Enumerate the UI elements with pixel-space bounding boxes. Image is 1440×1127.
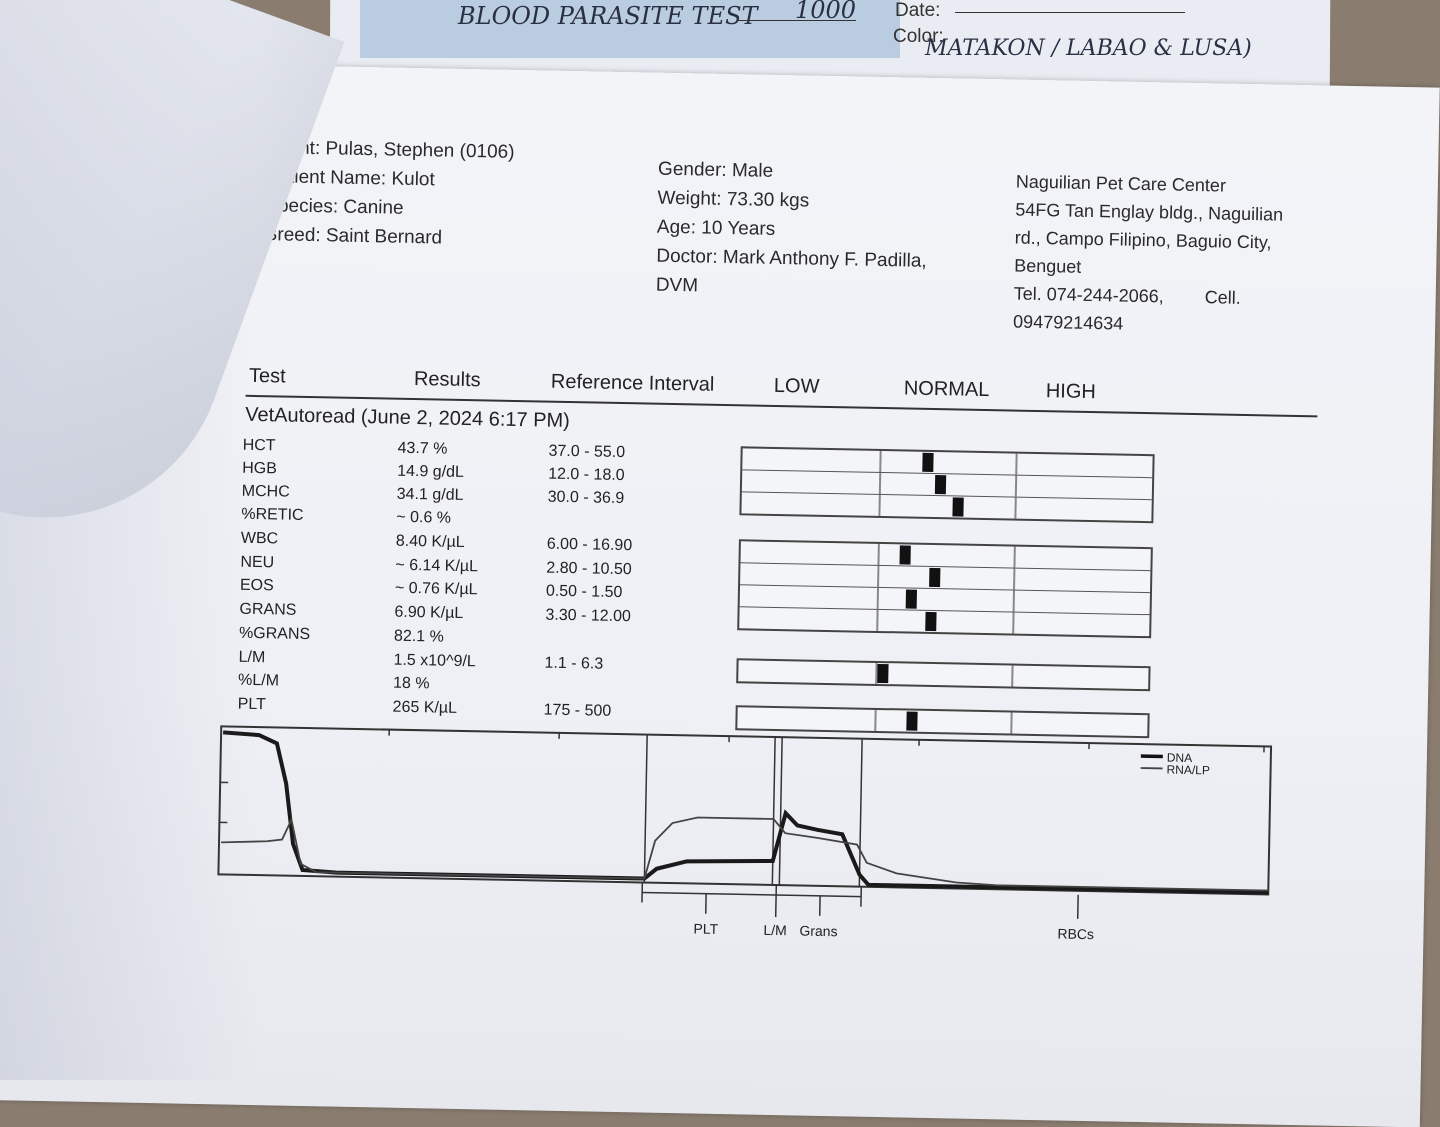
species-line: Species: Canine bbox=[265, 191, 514, 225]
test-result: ~ 0.76 K/µL bbox=[395, 580, 478, 600]
range-divider bbox=[879, 451, 881, 472]
test-result: 6.90 K/µL bbox=[394, 604, 463, 623]
test-result: 18 % bbox=[393, 675, 430, 694]
test-result: 34.1 g/dL bbox=[397, 486, 464, 505]
test-name: %L/M bbox=[238, 672, 279, 691]
test-reference: 3.30 - 12.00 bbox=[545, 607, 631, 627]
cell-histogram: PLT L/M Grans RBCs DNA RNA/LP bbox=[215, 722, 1279, 952]
test-reference: 6.00 - 16.90 bbox=[547, 536, 633, 556]
test-name: HCT bbox=[242, 437, 275, 456]
result-marker bbox=[899, 545, 910, 564]
doctor-title-line: DVM bbox=[656, 271, 927, 305]
test-name: MCHC bbox=[242, 483, 290, 502]
result-marker bbox=[877, 664, 888, 683]
header-reference: Reference Interval bbox=[551, 371, 715, 397]
test-name: WBC bbox=[241, 530, 279, 549]
test-result: 1.5 x10^9/L bbox=[393, 652, 476, 672]
details-block: Gender: Male Weight: 73.30 kgs Age: 10 Y… bbox=[656, 155, 929, 305]
test-reference: 37.0 - 55.0 bbox=[548, 443, 625, 462]
range-divider bbox=[1013, 569, 1015, 590]
axis-label-plt: PLT bbox=[693, 920, 718, 936]
test-name: L/M bbox=[238, 649, 265, 668]
test-reference: 1.1 - 6.3 bbox=[544, 655, 603, 674]
range-divider bbox=[1013, 591, 1015, 612]
test-reference: 30.0 - 36.9 bbox=[548, 489, 625, 508]
result-marker bbox=[905, 589, 916, 608]
test-result: 14.9 g/dL bbox=[397, 463, 464, 482]
test-name: PLT bbox=[237, 696, 265, 715]
reference-bar-plt bbox=[737, 707, 1147, 736]
result-marker bbox=[952, 497, 963, 516]
date-label: Date: bbox=[895, 0, 940, 22]
range-divider bbox=[876, 588, 878, 609]
header-normal: NORMAL bbox=[904, 377, 990, 402]
range-divider bbox=[1016, 454, 1018, 475]
test-name: NEU bbox=[240, 554, 274, 573]
header-low: LOW bbox=[774, 375, 820, 399]
test-reference: 2.80 - 10.50 bbox=[546, 560, 632, 580]
test-name: %RETIC bbox=[241, 506, 304, 525]
range-divider bbox=[876, 610, 878, 631]
test-name: EOS bbox=[240, 577, 274, 596]
test-result: 8.40 K/µL bbox=[396, 533, 465, 552]
autoread-title: VetAutoread (June 2, 2024 6:17 PM) bbox=[245, 404, 570, 433]
test-reference: 12.0 - 18.0 bbox=[548, 466, 625, 485]
header-high: HIGH bbox=[1046, 380, 1096, 404]
reference-bar-group bbox=[739, 446, 1154, 523]
result-marker bbox=[906, 712, 917, 731]
dna-curve bbox=[220, 732, 1270, 892]
date-line bbox=[955, 12, 1185, 13]
header-test: Test bbox=[249, 365, 286, 389]
stub-price-line bbox=[738, 20, 856, 21]
test-result: 265 K/µL bbox=[392, 699, 457, 718]
range-divider bbox=[877, 566, 879, 587]
range-divider bbox=[874, 710, 876, 731]
reference-bar-group bbox=[737, 539, 1153, 638]
clinic-cell-label: Cell. bbox=[1205, 287, 1241, 308]
test-result: 43.7 % bbox=[397, 440, 447, 459]
range-divider bbox=[1013, 613, 1015, 634]
axis-label-lm: L/M bbox=[763, 922, 787, 938]
range-divider bbox=[877, 544, 879, 565]
histogram-frame bbox=[218, 726, 1271, 894]
test-name: GRANS bbox=[239, 601, 296, 620]
axis-label-grans: Grans bbox=[799, 923, 837, 940]
color-handwriting: MATAKON / LABAO & LUSA) bbox=[925, 36, 1252, 61]
result-marker bbox=[929, 568, 940, 587]
reference-bar-group bbox=[736, 658, 1150, 691]
range-divider bbox=[1015, 498, 1017, 519]
range-divider bbox=[1015, 476, 1017, 497]
patient-name-line: Patient Name: Kulot bbox=[266, 162, 515, 196]
test-result: ~ 6.14 K/µL bbox=[395, 557, 478, 577]
range-divider bbox=[878, 495, 880, 516]
histogram-legend: DNA RNA/LP bbox=[1140, 750, 1210, 777]
reference-bar-lm bbox=[738, 660, 1148, 689]
legend-rna-lp: RNA/LP bbox=[1166, 763, 1210, 778]
clinic-block: Naguilian Pet Care Center 54FG Tan Engla… bbox=[1013, 168, 1284, 341]
result-marker bbox=[935, 475, 946, 494]
clinic-cell: 09479214634 bbox=[1013, 308, 1281, 341]
result-marker bbox=[926, 612, 937, 631]
test-name: HGB bbox=[242, 460, 277, 479]
range-divider bbox=[1014, 547, 1016, 568]
range-divider bbox=[878, 473, 880, 494]
axis-label-rbcs: RBCs bbox=[1057, 925, 1094, 942]
test-reference: 175 - 500 bbox=[543, 702, 611, 721]
breed-line: Breed: Saint Bernard bbox=[264, 220, 513, 254]
clinic-tel: Tel. 074-244-2066, bbox=[1014, 284, 1164, 307]
stub-handwriting: BLOOD PARASITE TEST bbox=[458, 2, 758, 30]
header-results: Results bbox=[414, 368, 481, 392]
test-result: 82.1 % bbox=[394, 628, 444, 647]
test-name: %GRANS bbox=[239, 625, 310, 644]
result-marker bbox=[922, 453, 933, 472]
range-divider bbox=[1011, 666, 1013, 687]
test-result: ~ 0.6 % bbox=[396, 509, 451, 528]
range-divider bbox=[1011, 713, 1013, 734]
test-reference: 0.50 - 1.50 bbox=[546, 583, 623, 602]
